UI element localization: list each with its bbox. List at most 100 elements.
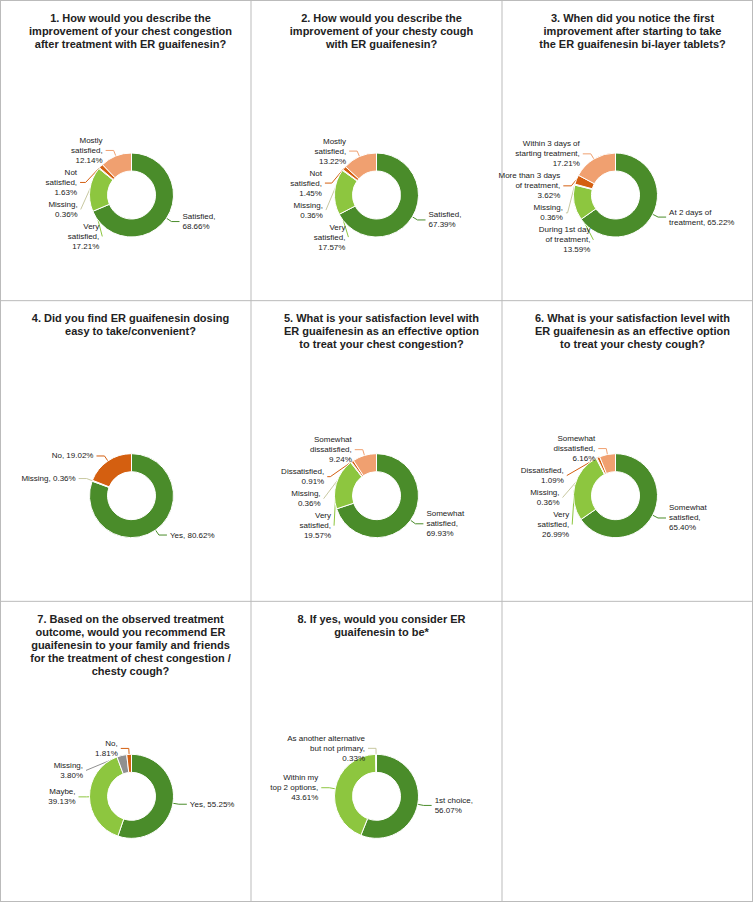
svg-text:satisfied,: satisfied, [45, 178, 77, 187]
svg-text:improvement after starting to: improvement after starting to take [544, 25, 722, 37]
svg-text:17.57%: 17.57% [318, 243, 345, 252]
svg-text:69.93%: 69.93% [426, 529, 453, 538]
svg-text:Yes, 80.62%: Yes, 80.62% [170, 531, 215, 540]
svg-text:3. When did you notice the fir: 3. When did you notice the first [551, 12, 715, 24]
svg-text:1. How would you describe the: 1. How would you describe the [50, 12, 211, 24]
svg-text:improvement of your chesty cou: improvement of your chesty cough [290, 25, 474, 37]
svg-text:56.07%: 56.07% [435, 806, 462, 815]
svg-text:3.80%: 3.80% [60, 771, 83, 780]
svg-text:outcome, would you recommend E: outcome, would you recommend ER [35, 626, 225, 638]
svg-text:0.36%: 0.36% [300, 211, 323, 220]
svg-text:7. Based on the observed treat: 7. Based on the observed treatment [37, 613, 224, 625]
svg-text:26.99%: 26.99% [542, 530, 569, 539]
svg-text:67.39%: 67.39% [429, 220, 456, 229]
svg-text:13.59%: 13.59% [563, 245, 590, 254]
svg-text:satisfied,: satisfied, [290, 179, 322, 188]
svg-text:Missing,: Missing, [291, 489, 320, 498]
svg-text:dissatisfied,: dissatisfied, [310, 445, 352, 454]
svg-text:guaifenesin to be*: guaifenesin to be* [334, 626, 429, 638]
svg-text:As another alternative: As another alternative [287, 734, 365, 743]
svg-text:Within 3 days of: Within 3 days of [523, 139, 581, 148]
svg-text:At 2 days of: At 2 days of [669, 208, 712, 217]
svg-text:Somewhat: Somewhat [314, 435, 353, 444]
svg-text:17.21%: 17.21% [553, 159, 580, 168]
svg-text:No,: No, [105, 739, 117, 748]
svg-text:More than 3 days: More than 3 days [498, 171, 560, 180]
svg-text:0.36%: 0.36% [537, 498, 560, 507]
svg-text:Yes, 55.25%: Yes, 55.25% [190, 800, 235, 809]
svg-text:0.91%: 0.91% [302, 477, 325, 486]
svg-text:3.62%: 3.62% [538, 191, 561, 200]
svg-text:Somewhat: Somewhat [669, 503, 708, 512]
svg-text:easy to take/convenient?: easy to take/convenient? [65, 325, 196, 337]
svg-text:Missing,: Missing, [54, 761, 83, 770]
svg-text:to treat your chest congestion: to treat your chest congestion? [299, 338, 464, 350]
svg-text:13.22%: 13.22% [319, 157, 346, 166]
svg-text:ER guaifenesin as an effective: ER guaifenesin as an effective option [535, 325, 730, 337]
svg-text:Within my: Within my [283, 773, 318, 782]
svg-text:satisfied,: satisfied, [68, 232, 100, 241]
svg-text:65.40%: 65.40% [669, 523, 696, 532]
svg-text:for the treatment of chest con: for the treatment of chest congestion / [30, 652, 230, 664]
svg-text:satisfied,: satisfied, [426, 519, 458, 528]
svg-text:Very: Very [315, 511, 331, 520]
svg-text:0.36%: 0.36% [55, 210, 78, 219]
svg-text:Not: Not [309, 169, 322, 178]
svg-text:after treatment with ER guaife: after treatment with ER guaifenesin? [35, 38, 227, 50]
svg-text:17.21%: 17.21% [72, 242, 99, 251]
svg-text:Mostly: Mostly [80, 136, 103, 145]
svg-text:Somewhat: Somewhat [557, 434, 596, 443]
svg-text:43.61%: 43.61% [291, 793, 318, 802]
svg-text:satisfied,: satisfied, [669, 513, 701, 522]
svg-text:Somewhat: Somewhat [426, 509, 465, 518]
svg-text:Satisfied,: Satisfied, [429, 210, 462, 219]
svg-text:12.14%: 12.14% [75, 156, 102, 165]
svg-text:1.45%: 1.45% [299, 189, 322, 198]
svg-text:During 1st day: During 1st day [539, 225, 591, 234]
svg-text:Very: Very [329, 223, 345, 232]
svg-text:to treat your chesty cough?: to treat your chesty cough? [560, 338, 705, 350]
svg-text:6.16%: 6.16% [573, 454, 596, 463]
svg-text:the ER guaifenesin bi-layer ta: the ER guaifenesin bi-layer tablets? [539, 38, 726, 50]
svg-text:Maybe,: Maybe, [49, 787, 75, 796]
svg-text:of treatment,: of treatment, [545, 235, 590, 244]
svg-text:68.66%: 68.66% [182, 222, 209, 231]
svg-text:improvement of your chest cong: improvement of your chest congestion [29, 25, 232, 37]
svg-text:9.24%: 9.24% [329, 455, 352, 464]
svg-text:2. How would you describe the: 2. How would you describe the [301, 12, 462, 24]
svg-text:0.33%: 0.33% [342, 754, 365, 763]
svg-text:Missing,: Missing, [294, 201, 323, 210]
svg-text:treatment, 65.22%: treatment, 65.22% [669, 218, 734, 227]
svg-text:starting treatment,: starting treatment, [515, 149, 579, 158]
svg-text:Very: Very [83, 222, 99, 231]
svg-text:satisfied,: satisfied, [299, 521, 331, 530]
svg-text:1.81%: 1.81% [95, 749, 118, 758]
svg-text:4. Did you find ER guaifenesin: 4. Did you find ER guaifenesin dosing [32, 312, 229, 324]
svg-text:Not: Not [65, 168, 78, 177]
svg-text:guaifenesin to your family and: guaifenesin to your family and friends [31, 639, 230, 651]
svg-text:Missing, 0.36%: Missing, 0.36% [21, 474, 75, 483]
svg-text:8. If yes, would you consider: 8. If yes, would you consider ER [297, 613, 465, 625]
svg-text:1st choice,: 1st choice, [435, 796, 473, 805]
svg-text:top 2 options,: top 2 options, [270, 783, 318, 792]
svg-text:No, 19.02%: No, 19.02% [52, 451, 94, 460]
svg-text:satisfied,: satisfied, [315, 147, 347, 156]
svg-text:5. What is your satisfaction l: 5. What is your satisfaction level with [284, 312, 479, 324]
svg-text:dissatisfied,: dissatisfied, [553, 444, 595, 453]
svg-text:satisfied,: satisfied, [71, 146, 103, 155]
svg-text:39.13%: 39.13% [48, 797, 75, 806]
svg-text:satisfied,: satisfied, [314, 233, 346, 242]
svg-text:Dissatisfied,: Dissatisfied, [281, 467, 324, 476]
svg-text:Missing,: Missing, [530, 488, 559, 497]
svg-text:Dissatisfied,: Dissatisfied, [521, 466, 564, 475]
svg-text:0.36%: 0.36% [540, 213, 563, 222]
svg-text:but not primary,: but not primary, [310, 744, 365, 753]
svg-text:chesty cough?: chesty cough? [92, 665, 170, 677]
svg-text:1.09%: 1.09% [541, 476, 564, 485]
svg-text:with ER guaifenesin?: with ER guaifenesin? [325, 38, 438, 50]
svg-text:6. What is your satisfaction l: 6. What is your satisfaction level with [535, 312, 730, 324]
svg-text:Missing,: Missing, [534, 203, 563, 212]
svg-text:ER guaifenesin as an effective: ER guaifenesin as an effective option [284, 325, 479, 337]
svg-text:Mostly: Mostly [323, 137, 346, 146]
svg-text:Very: Very [553, 510, 569, 519]
